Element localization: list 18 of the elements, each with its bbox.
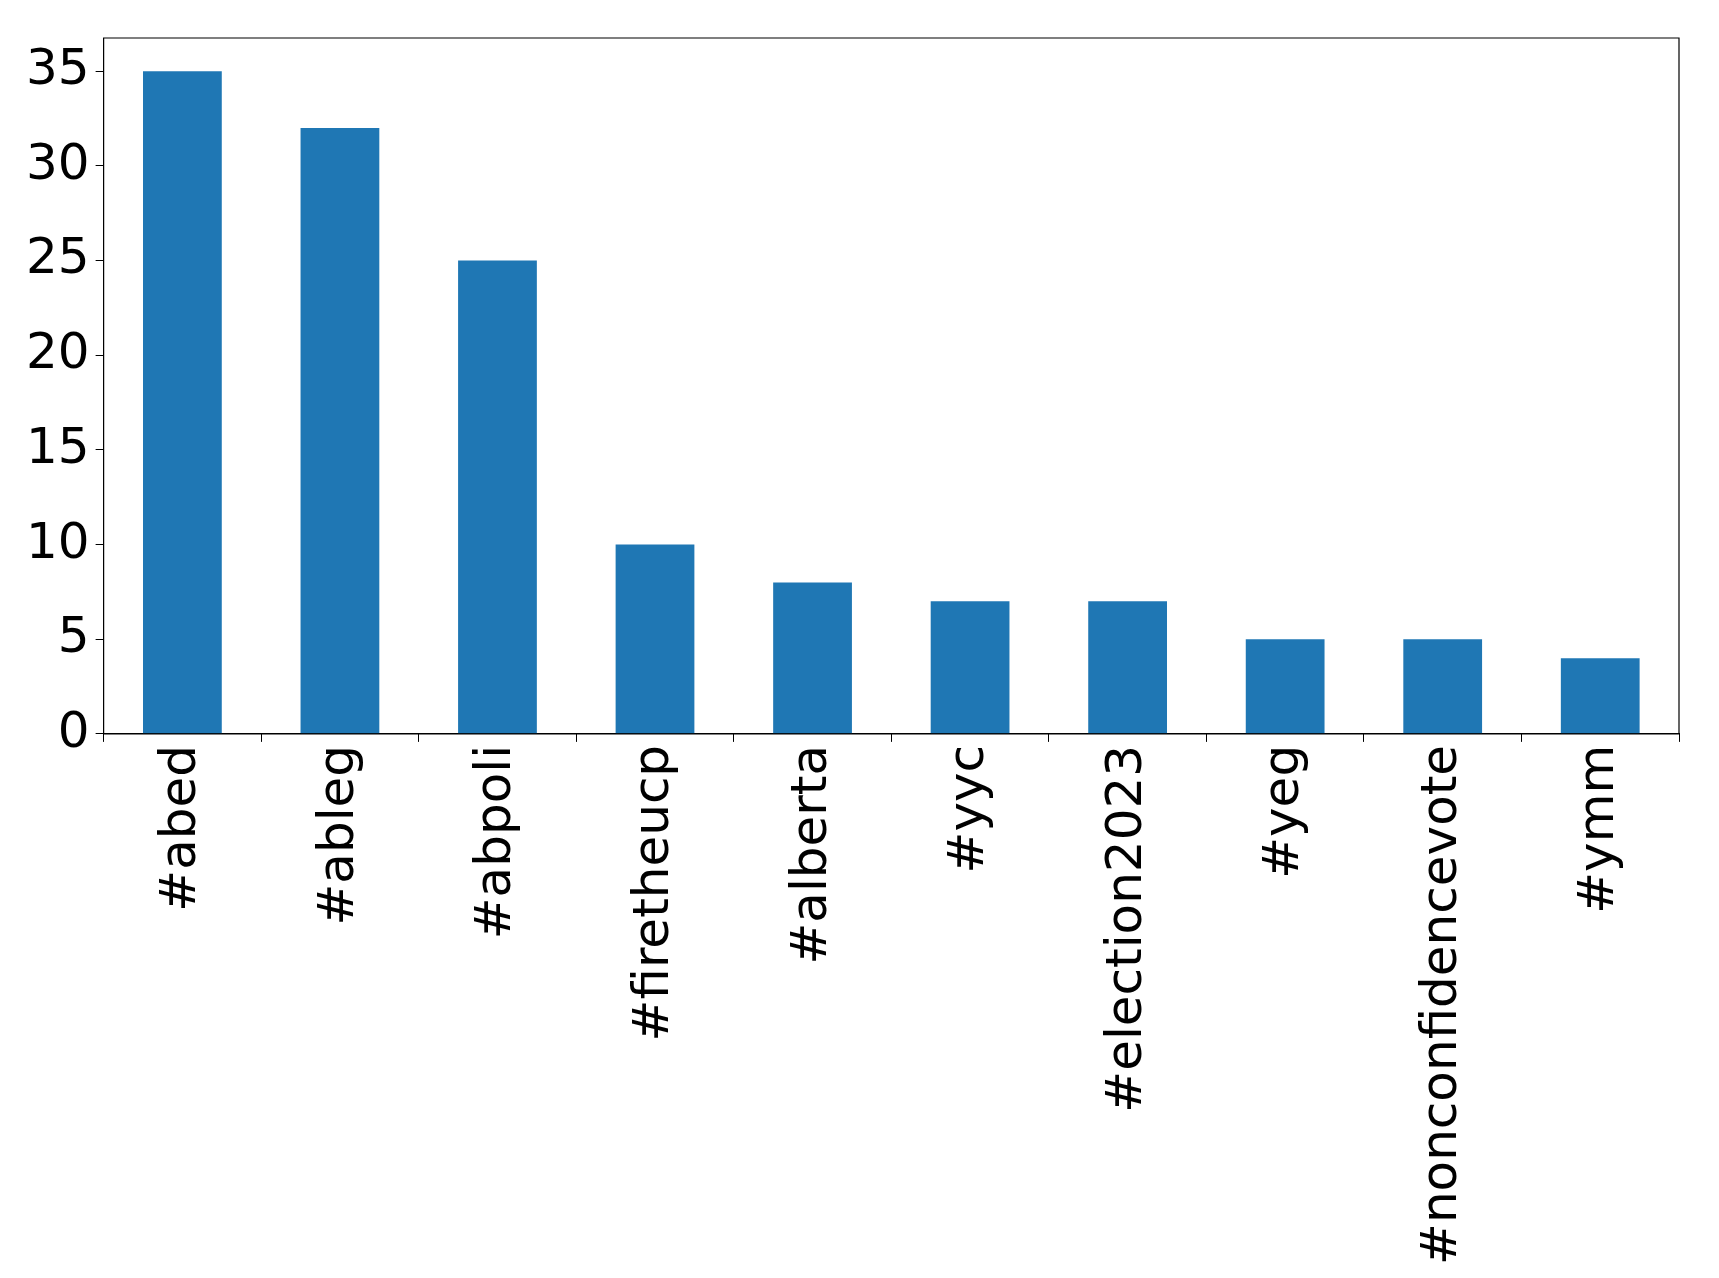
y-tick-label: 15 [26,416,90,475]
x-tick-label: #firetheucp [621,744,680,1042]
x-tick-label: #abed [149,744,208,912]
y-tick-label: 0 [57,700,90,759]
x-tick-label: #abpoli [464,744,523,940]
y-tick-label: 5 [57,606,90,665]
x-tick-label: #alberta [779,744,838,965]
x-tick-label: #ableg [306,744,365,926]
x-tick-label: #yeg [1252,744,1311,879]
x-tick-label: #nonconfidencevote [1409,744,1468,1266]
x-tick-label: #election2023 [1094,744,1153,1113]
x-tick-label: #ymm [1567,744,1626,914]
y-tick-label: 10 [26,511,90,570]
y-tick-label: 35 [26,38,90,97]
y-tick-label: 25 [26,227,90,286]
x-tick-label: #yyc [937,744,996,874]
y-tick-label: 20 [26,322,90,381]
y-tick-label: 30 [26,132,90,191]
